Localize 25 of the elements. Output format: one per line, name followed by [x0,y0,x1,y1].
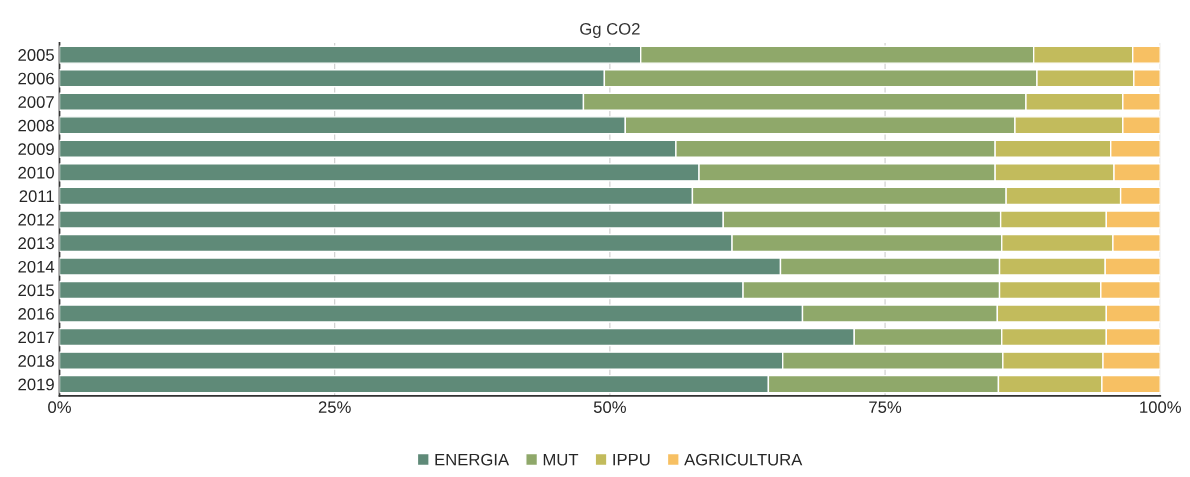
y-tick-label: 2012 [18,213,54,226]
x-tick-label: 75% [869,401,902,414]
x-tick-label: 50% [593,401,626,414]
legend-label: ENERGIA [435,453,510,466]
y-tick-label: 2011 [19,190,54,203]
y-tick-label: 2007 [18,96,54,108]
y-tick-label: 2006 [18,72,54,85]
y-tick-label: 2019 [18,378,54,391]
y-tick-label: 2016 [18,307,54,320]
y-tick-label: 2013 [18,237,54,250]
chart-title: Gg CO2 [580,22,640,39]
y-tick-label: 2015 [18,284,54,297]
y-tick-label: 2018 [18,355,54,367]
x-tick-label: 25% [318,401,351,414]
x-tick-label: 0% [48,401,71,414]
y-tick-label: 2008 [18,119,54,132]
y-tick-label: 2005 [18,49,54,61]
y-tick-label: 2014 [18,260,55,273]
y-tick-label: 2009 [18,143,54,156]
legend-label: IPPU [613,453,650,466]
x-tick-label: 100% [1140,401,1181,414]
legend-label: AGRICULTURA [684,453,803,466]
legend-label: MUT [543,453,579,466]
y-tick-label: 2010 [18,166,54,179]
y-tick-label: 2017 [18,331,54,344]
